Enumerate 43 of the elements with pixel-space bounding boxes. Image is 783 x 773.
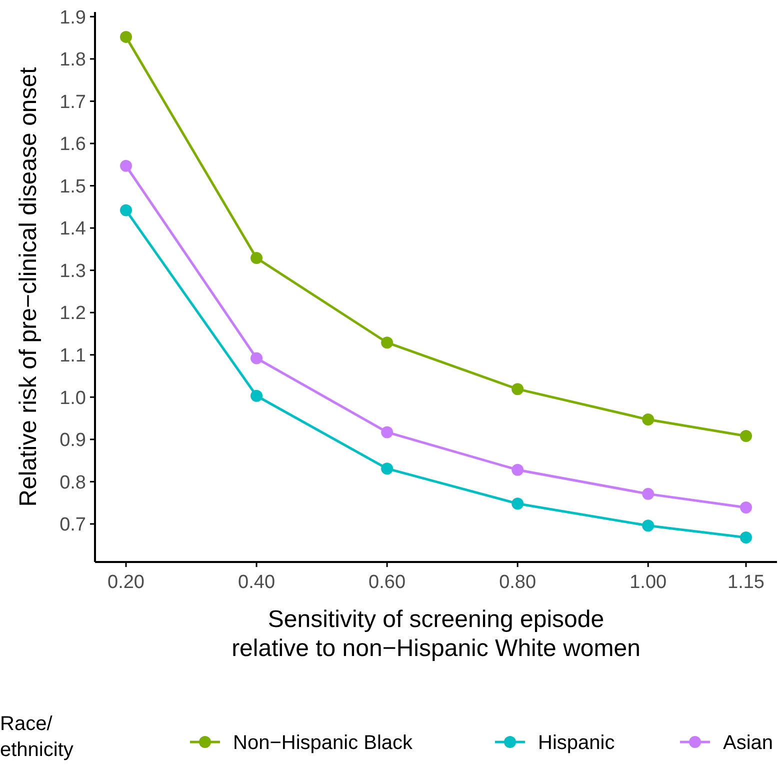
y-tick-label: 1.9 — [60, 7, 86, 28]
legend-label: Hispanic — [538, 732, 615, 754]
y-tick-label: 0.7 — [60, 514, 86, 536]
y-tick-label: 1.3 — [60, 260, 86, 282]
point — [512, 498, 524, 510]
y-tick-label: 1.6 — [60, 134, 86, 156]
point — [740, 501, 752, 514]
point — [250, 252, 263, 264]
point — [381, 336, 394, 349]
point — [120, 160, 132, 172]
y-tick-label: 1.5 — [60, 176, 86, 198]
point — [120, 204, 132, 216]
point — [250, 352, 263, 364]
point — [512, 383, 524, 396]
point — [642, 520, 654, 532]
y-tick-label: 1.0 — [60, 388, 86, 409]
x-tick-label: 0.80 — [499, 572, 536, 593]
point — [381, 462, 394, 475]
x-tick-label: 1.15 — [728, 572, 764, 593]
y-tick-label: 0.9 — [60, 430, 86, 452]
point — [512, 464, 524, 476]
point — [642, 488, 654, 500]
x-tick-label: 1.00 — [630, 572, 667, 593]
y-axis-title: Relative risk of pre−clinical disease onset — [15, 66, 42, 507]
legend-label: Asian — [723, 732, 774, 754]
x-tick-label: 0.20 — [108, 572, 144, 593]
legend-label: Non−Hispanic Black — [233, 732, 414, 754]
x-tick-label: 0.60 — [368, 572, 406, 593]
legend-title: Race/ ethnicity — [0, 713, 74, 761]
x-tick-label: 0.40 — [238, 572, 276, 593]
y-tick-label: 1.7 — [60, 92, 86, 113]
x-axis-title: Sensitivity of screening episode relative to non−Hispanic White women — [232, 606, 640, 662]
point — [740, 430, 752, 442]
y-tick-label: 0.8 — [60, 472, 86, 494]
point — [740, 531, 752, 544]
point — [250, 390, 263, 402]
point — [120, 30, 132, 43]
y-tick-label: 1.4 — [60, 218, 86, 240]
point — [381, 426, 394, 438]
y-tick-label: 1.8 — [60, 50, 86, 71]
y-tick-label: 1.1 — [60, 346, 86, 366]
y-tick-label: 1.2 — [60, 303, 86, 324]
point — [642, 414, 654, 426]
